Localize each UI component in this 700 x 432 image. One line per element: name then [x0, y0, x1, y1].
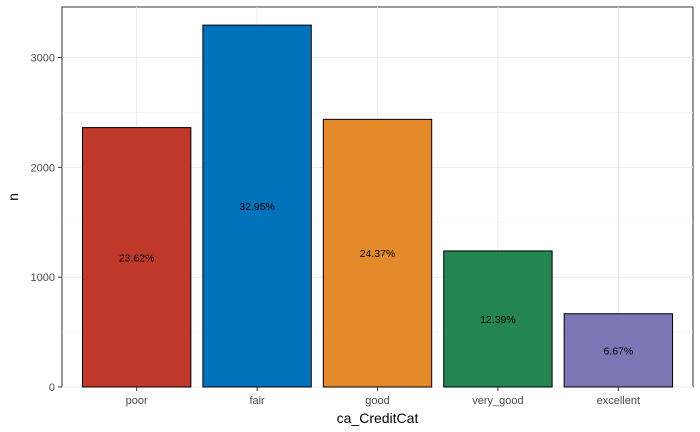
y-tick-label: 2000 [31, 162, 55, 174]
y-tick-label: 1000 [31, 272, 55, 284]
bar-good [322, 118, 433, 388]
data-label-very_good: 12.39% [480, 314, 516, 326]
data-label-good: 24.37% [360, 248, 396, 260]
y-tick-label: 0 [49, 382, 55, 394]
x-tick-label-poor: poor [126, 395, 148, 407]
x-axis: poor fair good very_good excellent [126, 387, 640, 407]
y-axis: 0 1000 2000 3000 [31, 53, 62, 394]
bar-fair [202, 24, 312, 388]
bars [81, 24, 674, 388]
x-tick-label-good: good [365, 395, 389, 407]
data-label-excellent: 6.67% [603, 345, 633, 357]
x-axis-title: ca_CreditCat [337, 410, 419, 426]
x-tick-label-fair: fair [249, 395, 265, 407]
x-tick-label-excellent: excellent [597, 395, 640, 407]
data-label-poor: 23.62% [119, 252, 155, 264]
data-labels: 23.62% 32.95% 24.37% 12.39% 6.67% [119, 201, 633, 357]
bar-poor [81, 127, 192, 388]
x-tick-label-very_good: very_good [472, 395, 523, 407]
bar-very_good [443, 250, 553, 388]
data-label-fair: 32.95% [239, 201, 275, 213]
y-axis-title: n [5, 193, 21, 201]
y-tick-label: 3000 [31, 53, 55, 65]
